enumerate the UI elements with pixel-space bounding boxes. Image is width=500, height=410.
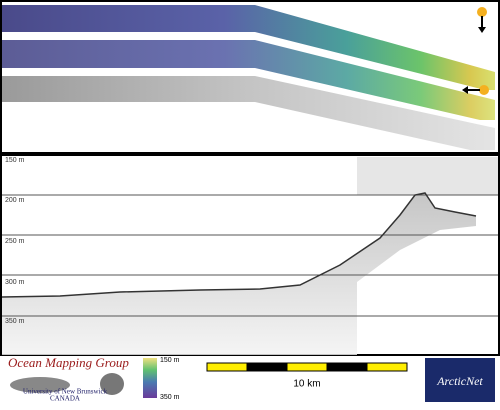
seafloor-profile [1, 192, 477, 298]
depth-label: 200 m [5, 197, 25, 204]
partner-logo [425, 358, 495, 402]
water-column [2, 193, 476, 355]
depth-label: 300 m [5, 279, 25, 286]
colorbar-label: 350 m [160, 394, 180, 401]
bathymetry-strip [2, 40, 495, 120]
logo-country: CANADA [50, 395, 80, 403]
depth-label: 250 m [5, 238, 25, 245]
colorbar-label: 150 m [160, 357, 180, 364]
logo-title: Ocean Mapping Group [8, 355, 129, 370]
depth-label: 150 m [5, 157, 25, 164]
logo-subtitle: University of New Brunswick [23, 388, 108, 396]
sun-icon [462, 85, 489, 95]
depth-label: 350 m [5, 318, 25, 325]
bathymetry-strip [2, 5, 495, 90]
shaded-region [357, 157, 498, 195]
depth-labels: 150 m 200 m 250 m 300 m 350 m [5, 157, 25, 325]
sun-icon [477, 7, 487, 33]
scale-bar [206, 362, 408, 372]
scale-label: 10 km [293, 379, 320, 390]
backscatter-strip [2, 76, 495, 150]
partner-name: ArcticNet [436, 374, 483, 388]
colorbar [143, 358, 157, 398]
logo: Ocean Mapping Group University of New Br… [8, 355, 129, 403]
